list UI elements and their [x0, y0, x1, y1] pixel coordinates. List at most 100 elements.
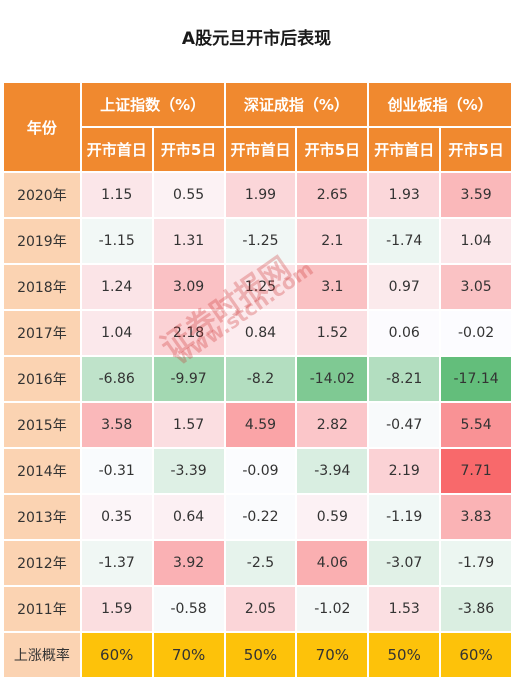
- sub-header: 开市首日: [79, 126, 154, 173]
- value-cell: 0.84: [223, 309, 298, 357]
- value-cell: 3.59: [439, 171, 513, 219]
- sub-header: 开市5日: [151, 126, 226, 173]
- value-cell: 1.93: [367, 171, 442, 219]
- value-cell: 3.83: [439, 493, 513, 541]
- table-row: 2016年 -6.86 -9.97 -8.2 -14.02 -8.21 -17.14: [2, 355, 513, 403]
- sub-header: 开市首日: [367, 126, 442, 173]
- value-cell: 0.59: [295, 493, 370, 541]
- value-cell: -3.39: [151, 447, 226, 495]
- group-header-sse: 上证指数（%）: [79, 81, 226, 128]
- sub-header: 开市5日: [439, 126, 513, 173]
- group-header-szse: 深证成指（%）: [223, 81, 370, 128]
- value-cell: 0.06: [367, 309, 442, 357]
- value-cell: -1.19: [367, 493, 442, 541]
- value-cell: -6.86: [79, 355, 154, 403]
- table-row: 2018年 1.24 3.09 1.25 3.1 0.97 3.05: [2, 263, 513, 311]
- value-cell: 1.04: [439, 217, 513, 265]
- year-cell: 2015年: [2, 401, 82, 449]
- value-cell: -1.25: [223, 217, 298, 265]
- value-cell: -0.09: [223, 447, 298, 495]
- sub-header: 开市5日: [295, 126, 370, 173]
- value-cell: 0.64: [151, 493, 226, 541]
- year-header: 年份: [2, 81, 82, 173]
- table-row: 2017年 1.04 2.18 0.84 1.52 0.06 -0.02: [2, 309, 513, 357]
- value-cell: -1.37: [79, 539, 154, 587]
- value-cell: 1.57: [151, 401, 226, 449]
- value-cell: -14.02: [295, 355, 370, 403]
- value-cell: -0.02: [439, 309, 513, 357]
- value-cell: 3.1: [295, 263, 370, 311]
- value-cell: 0.55: [151, 171, 226, 219]
- group-header-chinext: 创业板指（%）: [367, 81, 513, 128]
- summary-value-cell: 50%: [367, 631, 442, 679]
- value-cell: -2.5: [223, 539, 298, 587]
- value-cell: 3.05: [439, 263, 513, 311]
- table-row: 2014年 -0.31 -3.39 -0.09 -3.94 2.19 7.71: [2, 447, 513, 495]
- value-cell: 2.05: [223, 585, 298, 633]
- table-row: 2020年 1.15 0.55 1.99 2.65 1.93 3.59: [2, 171, 513, 219]
- value-cell: 4.06: [295, 539, 370, 587]
- value-cell: -0.31: [79, 447, 154, 495]
- value-cell: -0.47: [367, 401, 442, 449]
- table-title: A股元旦开市后表现: [181, 29, 332, 49]
- value-cell: -0.58: [151, 585, 226, 633]
- year-cell: 2018年: [2, 263, 82, 311]
- table-row: 2011年 1.59 -0.58 2.05 -1.02 1.53 -3.86: [2, 585, 513, 633]
- sub-header: 开市首日: [223, 126, 298, 173]
- year-cell: 2012年: [2, 539, 82, 587]
- table-row: 2019年 -1.15 1.31 -1.25 2.1 -1.74 1.04: [2, 217, 513, 265]
- value-cell: 4.59: [223, 401, 298, 449]
- value-cell: 2.1: [295, 217, 370, 265]
- value-cell: 1.99: [223, 171, 298, 219]
- value-cell: 3.58: [79, 401, 154, 449]
- value-cell: 0.97: [367, 263, 442, 311]
- value-cell: 1.15: [79, 171, 154, 219]
- value-cell: 5.54: [439, 401, 513, 449]
- value-cell: 0.35: [79, 493, 154, 541]
- table-row: 2013年 0.35 0.64 -0.22 0.59 -1.19 3.83: [2, 493, 513, 541]
- value-cell: -1.74: [367, 217, 442, 265]
- table-row: 2015年 3.58 1.57 4.59 2.82 -0.47 5.54: [2, 401, 513, 449]
- summary-label: 上涨概率: [2, 631, 82, 679]
- year-cell: 2020年: [2, 171, 82, 219]
- table-row: 2012年 -1.37 3.92 -2.5 4.06 -3.07 -1.79: [2, 539, 513, 587]
- value-cell: 3.92: [151, 539, 226, 587]
- value-cell: -17.14: [439, 355, 513, 403]
- table-body: 2020年 1.15 0.55 1.99 2.65 1.93 3.59 2019年 -1.15 1…: [2, 171, 513, 679]
- value-cell: -9.97: [151, 355, 226, 403]
- value-cell: 1.53: [367, 585, 442, 633]
- value-cell: -0.22: [223, 493, 298, 541]
- year-cell: 2011年: [2, 585, 82, 633]
- summary-value-cell: 70%: [151, 631, 226, 679]
- value-cell: 2.19: [367, 447, 442, 495]
- value-cell: 3.09: [151, 263, 226, 311]
- summary-value-cell: 70%: [295, 631, 370, 679]
- value-cell: -1.02: [295, 585, 370, 633]
- value-cell: 7.71: [439, 447, 513, 495]
- value-cell: 2.18: [151, 309, 226, 357]
- summary-value-cell: 50%: [223, 631, 298, 679]
- value-cell: -1.15: [79, 217, 154, 265]
- summary-row: 上涨概率 60% 70% 50% 70% 50% 60%: [2, 631, 513, 679]
- year-cell: 2013年: [2, 493, 82, 541]
- summary-value-cell: 60%: [439, 631, 513, 679]
- value-cell: -3.07: [367, 539, 442, 587]
- year-cell: 2014年: [2, 447, 82, 495]
- value-cell: 2.82: [295, 401, 370, 449]
- value-cell: 1.59: [79, 585, 154, 633]
- data-table: 年份 上证指数（%） 深证成指（%） 创业板指（%） 开市首日 开市5日 开市首…: [2, 81, 513, 679]
- value-cell: 1.52: [295, 309, 370, 357]
- year-cell: 2017年: [2, 309, 82, 357]
- summary-value-cell: 60%: [79, 631, 154, 679]
- value-cell: 2.65: [295, 171, 370, 219]
- value-cell: -8.2: [223, 355, 298, 403]
- value-cell: -3.94: [295, 447, 370, 495]
- value-cell: 1.25: [223, 263, 298, 311]
- value-cell: -8.21: [367, 355, 442, 403]
- year-cell: 2016年: [2, 355, 82, 403]
- value-cell: 1.31: [151, 217, 226, 265]
- value-cell: 1.04: [79, 309, 154, 357]
- year-cell: 2019年: [2, 217, 82, 265]
- value-cell: -1.79: [439, 539, 513, 587]
- value-cell: 1.24: [79, 263, 154, 311]
